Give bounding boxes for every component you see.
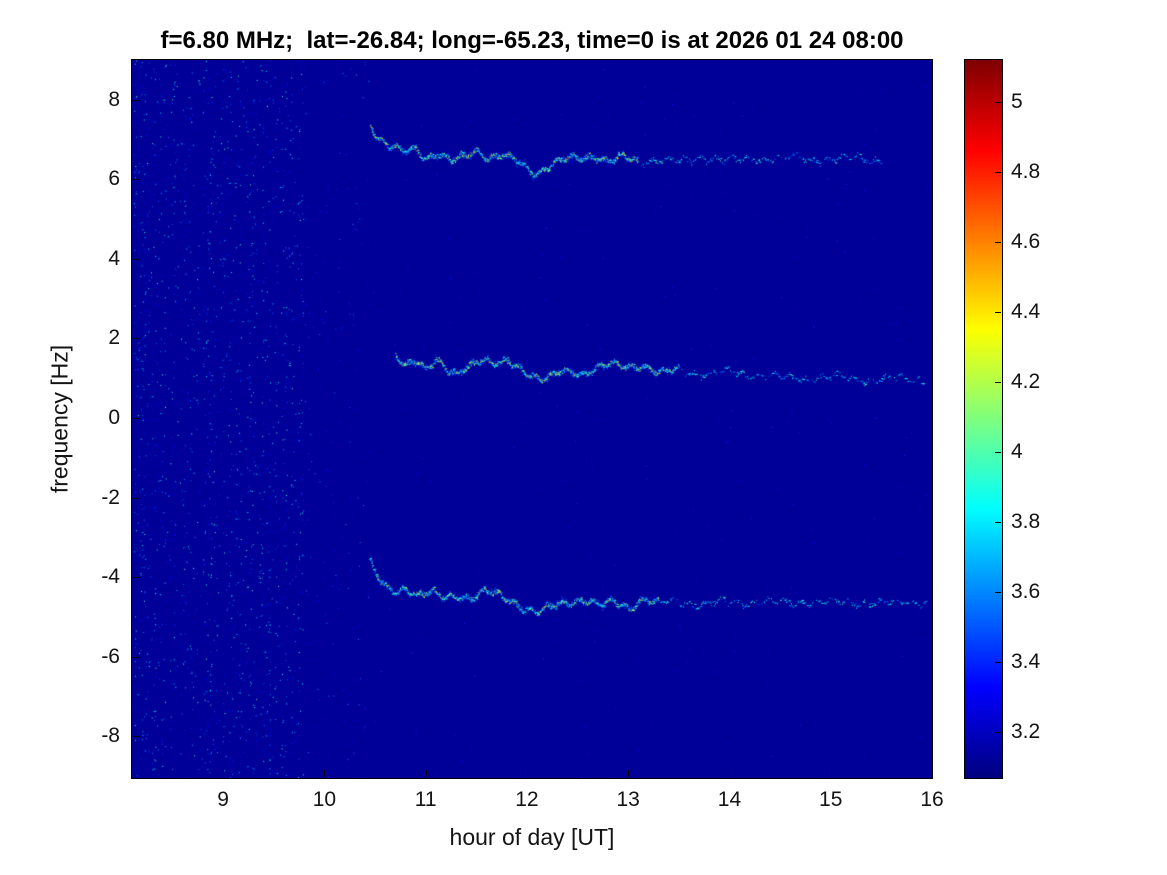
y-tick-label: -8 xyxy=(101,724,120,748)
colorbar-tick-label: 4.8 xyxy=(1011,160,1041,184)
plot-canvas xyxy=(132,60,932,778)
colorbar-tick-label: 4.6 xyxy=(1011,230,1041,254)
x-axis-label: hour of day [UT] xyxy=(449,824,615,850)
x-tick-label: 15 xyxy=(819,788,843,811)
x-tick-label: 10 xyxy=(312,788,337,811)
x-tick-label: 11 xyxy=(414,788,437,811)
y-tick-label: 6 xyxy=(108,167,120,191)
colorbar-tick-label: 4.2 xyxy=(1011,370,1041,394)
y-tick-label: -6 xyxy=(101,644,120,668)
x-tick-mark xyxy=(932,770,933,777)
colorbar-tick-label: 3.8 xyxy=(1011,510,1041,534)
x-tick-label: 13 xyxy=(616,788,640,811)
x-tick-label: 16 xyxy=(920,788,944,811)
colorbar-tick-label: 4.4 xyxy=(1011,300,1041,324)
colorbar-tick-label: 3.2 xyxy=(1011,720,1041,744)
colorbar xyxy=(965,60,1002,778)
colorbar-tick-label: 4 xyxy=(1011,440,1023,464)
y-tick-label: 8 xyxy=(108,87,120,111)
x-tick-label: 12 xyxy=(515,788,539,811)
chart-title: f=6.80 MHz; lat=-26.84; long=-65.23, tim… xyxy=(160,27,904,54)
colorbar-tick-label: 3.6 xyxy=(1011,580,1041,604)
y-axis-label: frequency [Hz] xyxy=(46,344,73,494)
y-tick-label: -4 xyxy=(101,565,120,589)
colorbar-tick-label: 5 xyxy=(1011,90,1023,114)
y-tick-label: 4 xyxy=(108,246,120,270)
x-tick-label: 14 xyxy=(717,788,742,811)
colorbar-tick-label: 3.4 xyxy=(1011,650,1041,674)
x-tick-label: 9 xyxy=(217,788,229,811)
